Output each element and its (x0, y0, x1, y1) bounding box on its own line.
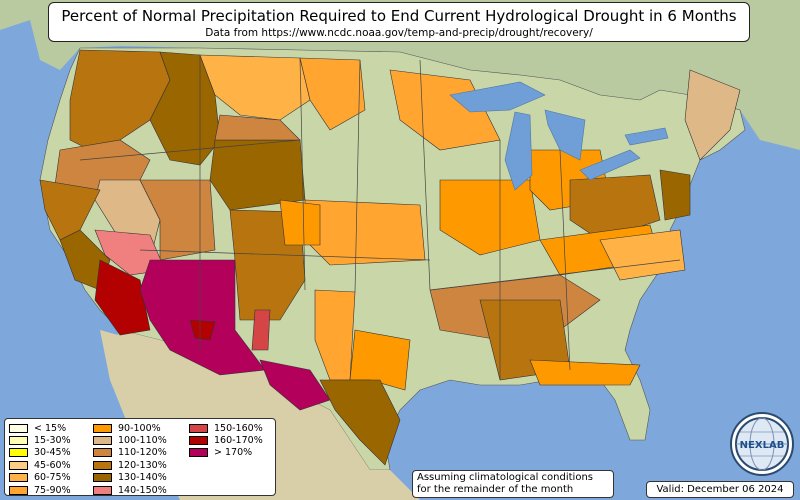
legend-item: < 15% (9, 422, 93, 434)
region-gulf-coast (529, 359, 641, 386)
border-line (429, 259, 681, 291)
nexlab-logo: NEXLAB (730, 412, 794, 476)
border-line (354, 59, 361, 293)
legend-item: 110-120% (93, 447, 189, 459)
border-line (139, 249, 431, 261)
region-carolinas (599, 229, 686, 281)
region-arizona-core (189, 319, 216, 341)
region-texas-central (349, 329, 411, 391)
region-nebraska-kansas (304, 199, 426, 266)
legend-label: 120-130% (118, 459, 167, 471)
state-borders (79, 55, 681, 380)
map-title: Percent of Normal Precipitation Required… (61, 7, 737, 25)
legend-label: 150-160% (214, 422, 263, 434)
legend-item: 120-130% (93, 459, 189, 471)
region-minnesota-wisconsin (389, 69, 501, 151)
title-box: Percent of Normal Precipitation Required… (48, 2, 750, 42)
legend-label: 90-100% (118, 422, 161, 434)
valid-date: Valid: December 06 2024 (646, 481, 794, 498)
legend-label: 130-140% (118, 472, 167, 484)
legend-swatch (189, 436, 208, 446)
legend-label: 100-110% (118, 435, 167, 447)
region-socal (94, 259, 151, 336)
legend-swatch (9, 423, 28, 433)
border-line (299, 57, 306, 291)
border-line (559, 149, 571, 371)
border-line (79, 139, 301, 161)
region-colorado-east (279, 199, 321, 246)
legend-label: 110-120% (118, 447, 167, 459)
region-new-england (684, 69, 741, 161)
legend-swatch (9, 448, 28, 458)
legend-swatch (93, 473, 112, 483)
legend-item: 160-170% (189, 434, 279, 446)
legend-swatch (93, 485, 112, 495)
legend-label: 15-30% (34, 435, 71, 447)
region-wyoming (209, 139, 306, 211)
legend-label: > 170% (214, 447, 253, 459)
region-utah (139, 179, 216, 261)
lake-huron (544, 109, 586, 161)
legend-swatch (93, 460, 112, 470)
region-west-texas (259, 359, 331, 411)
legend-swatch (189, 448, 208, 458)
legend-swatch (9, 436, 28, 446)
note-line-1: Assuming climatological conditions (417, 472, 593, 483)
legend-label: 45-60% (34, 459, 71, 471)
legend-item: 15-30% (9, 434, 93, 446)
note-box: Assuming climatological conditions for t… (412, 470, 614, 498)
legend-label: 160-170% (214, 435, 263, 447)
region-nm-stripe (251, 309, 271, 351)
lake-superior (449, 81, 546, 113)
region-texas-south (319, 379, 401, 466)
legend-label: 30-45% (34, 447, 71, 459)
legend-label: 140-150% (118, 484, 167, 496)
legend-item: 90-100% (93, 422, 189, 434)
legend-swatch (93, 423, 112, 433)
lake-michigan (504, 111, 533, 191)
legend-item: 45-60% (9, 459, 93, 471)
legend-item: 30-45% (9, 447, 93, 459)
legend-item: 130-140% (93, 472, 189, 484)
lake-ontario (624, 127, 669, 146)
region-mid-atlantic (659, 169, 691, 221)
legend-item: 150-160% (189, 422, 279, 434)
legend: < 15% 15-30% 30-45% 45-60% 60-75% 75-90% 90-10… (4, 418, 276, 496)
legend-label: 60-75% (34, 472, 71, 484)
legend-item: 100-110% (93, 434, 189, 446)
lake-erie (579, 149, 641, 181)
legend-item: 60-75% (9, 472, 93, 484)
note-line-2: for the remainder of the month (417, 484, 574, 495)
legend-swatch (93, 436, 112, 446)
border-line (419, 59, 431, 291)
region-dakotas (299, 57, 366, 131)
drought-regions (39, 49, 741, 466)
legend-swatch (9, 460, 28, 470)
great-lakes (449, 81, 669, 191)
map-subtitle: Data from https://www.ncdc.noaa.gov/temp… (205, 27, 593, 39)
legend-label: 75-90% (34, 484, 71, 496)
globe-icon: NEXLAB (735, 417, 789, 471)
legend-item: 75-90% (9, 484, 93, 496)
legend-item: > 170% (189, 447, 279, 459)
legend-swatch (9, 485, 28, 495)
legend-swatch (189, 423, 208, 433)
region-arizona (139, 259, 266, 376)
legend-swatch (9, 473, 28, 483)
legend-item: 140-150% (93, 484, 189, 496)
legend-label: < 15% (34, 422, 67, 434)
logo-text: NEXLAB (740, 440, 785, 451)
legend-swatch (93, 448, 112, 458)
